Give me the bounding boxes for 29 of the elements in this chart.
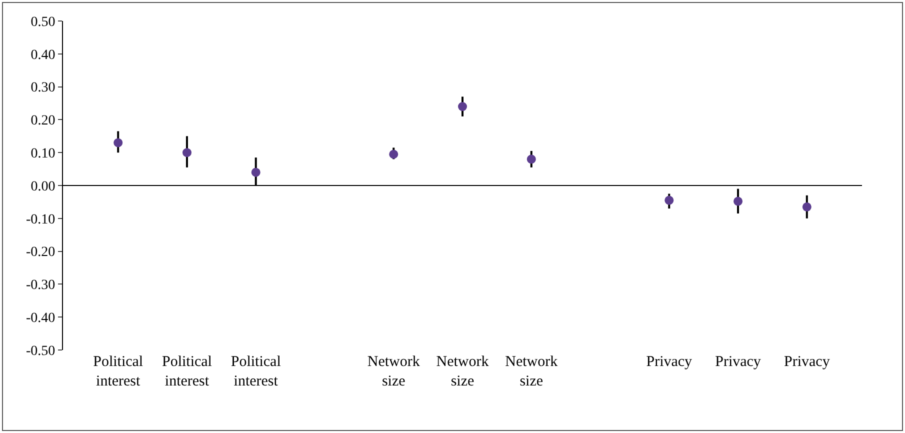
x-tick-label: Network size [367,354,420,390]
point [734,196,743,206]
x-tick-label: Privacy [715,354,762,370]
y-tick-label: 0.40 [30,48,56,63]
y-tick-label: 0.10 [30,146,56,162]
point [182,148,192,158]
point [802,202,812,212]
point [664,196,674,205]
x-tick-label: Political interest [162,354,212,390]
y-tick-label: 0.30 [30,80,56,96]
y-tick-label: -0.50 [26,344,56,359]
x-tick-label: Privacy [784,354,830,370]
x-tick-label: Privacy [646,354,693,370]
y-tick-label: -0.10 [26,212,56,228]
point [251,168,260,177]
y-tick-label: -0.30 [26,278,56,294]
point [526,154,536,164]
x-tick-label: Political interest [93,354,144,390]
y-tick-label: 0.20 [30,114,56,129]
x-tick-label: Network size [436,354,490,390]
x-tick-label: Political interest [230,354,281,390]
y-tick-label: -0.40 [26,311,56,326]
x-tick-label: Network size [505,354,558,390]
y-tick-label: 0.00 [30,179,56,194]
point [389,150,398,159]
y-tick-label: 0.50 [30,14,56,30]
y-tick-label: -0.20 [26,245,56,260]
point [458,102,467,112]
point [114,138,123,148]
